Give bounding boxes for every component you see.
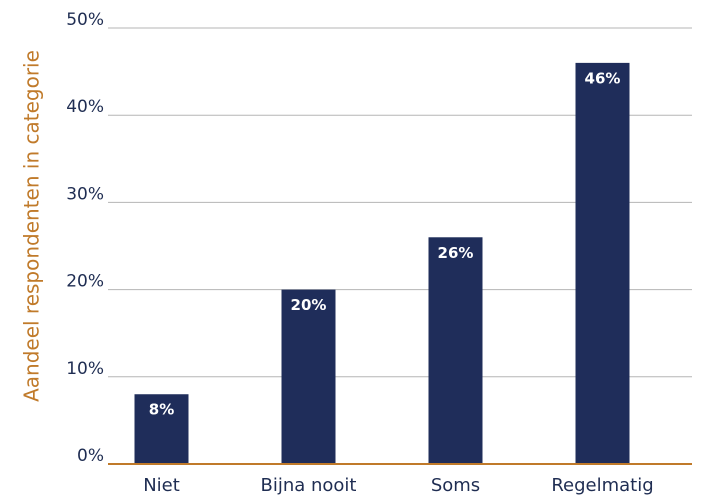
value-label: 26% bbox=[438, 244, 474, 262]
y-tick-label: 0% bbox=[77, 446, 104, 466]
y-tick-label: 40% bbox=[66, 97, 104, 117]
y-tick-label: 20% bbox=[66, 272, 104, 292]
y-tick-label: 50% bbox=[66, 10, 104, 30]
x-tick-label: Regelmatig bbox=[551, 475, 653, 496]
y-tick-label: 30% bbox=[66, 184, 104, 204]
x-tick-label: Soms bbox=[431, 475, 480, 496]
value-label: 46% bbox=[585, 69, 621, 87]
value-label: 20% bbox=[291, 296, 327, 314]
y-tick-label: 10% bbox=[66, 359, 104, 379]
x-tick-label: Niet bbox=[143, 475, 180, 496]
x-tick-label: Bijna nooit bbox=[260, 475, 356, 496]
y-axis-title: Aandeel respondenten in categorie bbox=[20, 50, 44, 402]
bar bbox=[281, 289, 336, 464]
bar bbox=[575, 62, 630, 464]
bar bbox=[428, 237, 483, 464]
value-label: 8% bbox=[149, 401, 174, 419]
bar bbox=[134, 394, 189, 464]
